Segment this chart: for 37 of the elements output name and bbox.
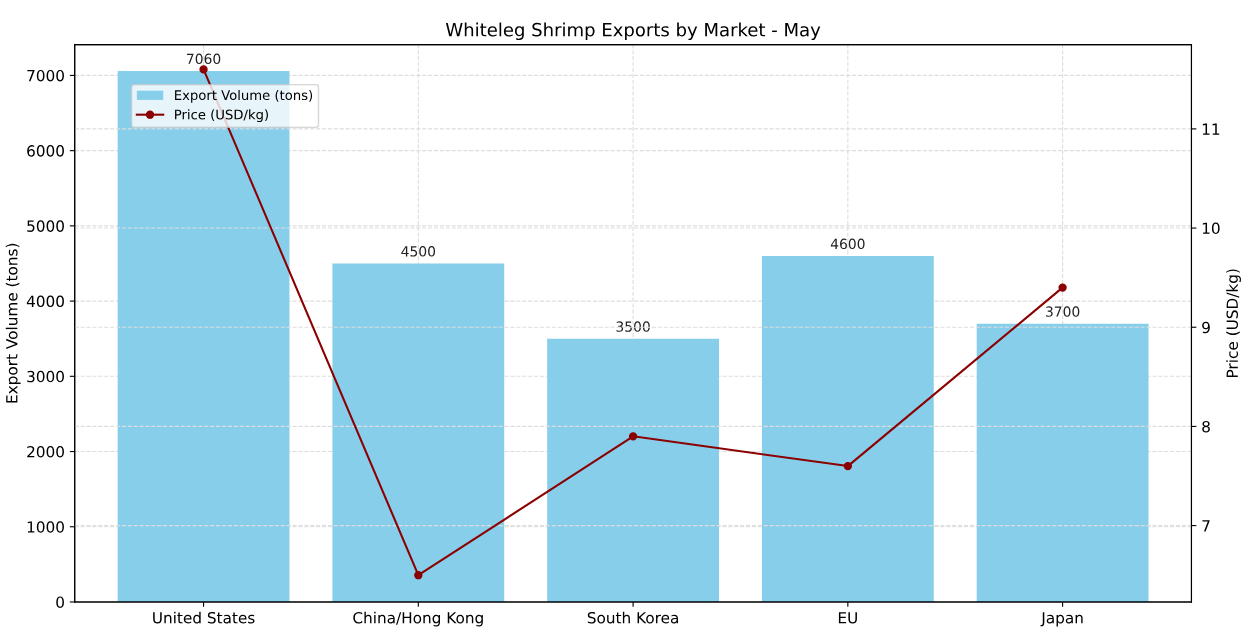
y-tick-label: 1000: [27, 521, 64, 533]
y2-tick-label: 11: [1202, 123, 1220, 135]
y-tick-label: 3000: [27, 370, 64, 383]
y2-tick-label: 7: [1202, 520, 1210, 532]
y-tick-label: 6000: [27, 145, 64, 157]
legend-label: Export Volume (tons): [175, 89, 313, 103]
bar: [332, 263, 505, 602]
bar: [547, 338, 719, 602]
y2-tick-label: 8: [1202, 420, 1210, 433]
data-label: 3700: [1045, 306, 1080, 317]
x-tick-label: China/Hong Kong: [353, 611, 483, 627]
y-tick-label: 2000: [27, 445, 64, 458]
point: [843, 461, 853, 471]
y2-tick-label: 9: [1202, 321, 1210, 334]
legend-label: Price (USD/kg): [175, 109, 268, 123]
y2-tick-label: 10: [1202, 222, 1220, 235]
y2-axis-title: Price (USD/kg): [1226, 269, 1241, 377]
chart-title: Whiteleg Shrimp Exports by Market - May: [445, 22, 821, 41]
y-tick-label: 7000: [27, 69, 64, 82]
bar: [976, 323, 1149, 602]
x-tick-label: EU: [838, 612, 857, 624]
data-label: 3500: [616, 321, 650, 332]
point: [199, 65, 208, 74]
bar: [761, 255, 934, 602]
y-axis-title: Export Volume (tons): [5, 243, 21, 403]
data-label: 4500: [401, 246, 436, 257]
point: [1058, 283, 1067, 292]
data-label: 7060: [187, 53, 221, 65]
point: [628, 432, 638, 441]
y-tick-label: 4000: [26, 295, 64, 308]
x-tick-label: South Korea: [587, 611, 678, 624]
y-tick-label: 5000: [27, 220, 64, 232]
y-tick-label: 0: [56, 596, 64, 608]
data-label: 4600: [830, 238, 865, 250]
point: [414, 571, 423, 580]
x-tick-label: United States: [153, 611, 255, 624]
x-tick-label: Japan: [1040, 612, 1083, 627]
